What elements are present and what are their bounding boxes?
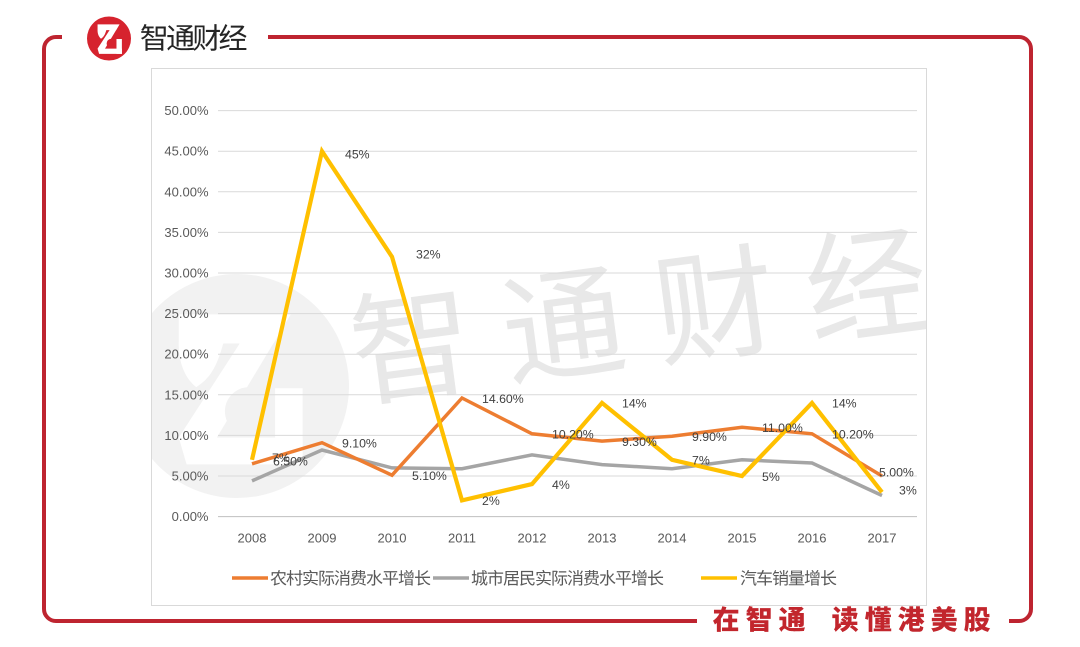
svg-text:32%: 32% [416,248,441,262]
svg-text:10.20%: 10.20% [832,428,874,442]
svg-text:2016: 2016 [798,531,827,546]
svg-text:14.60%: 14.60% [482,392,524,406]
svg-text:9.90%: 9.90% [692,430,727,444]
svg-text:2017: 2017 [868,531,897,546]
svg-text:7%: 7% [272,451,290,465]
svg-text:2013: 2013 [588,531,617,546]
svg-text:10.00%: 10.00% [164,428,209,443]
svg-text:2%: 2% [482,494,500,508]
svg-text:9.10%: 9.10% [342,437,377,451]
svg-text:14%: 14% [622,397,647,411]
svg-text:9.30%: 9.30% [622,435,657,449]
svg-text:2011: 2011 [448,531,476,546]
svg-text:50.00%: 50.00% [164,103,209,118]
svg-text:2012: 2012 [518,531,547,546]
svg-text:40.00%: 40.00% [164,184,209,199]
svg-text:2015: 2015 [728,531,757,546]
svg-text:2008: 2008 [238,531,267,546]
svg-text:5.00%: 5.00% [172,469,209,484]
svg-text:5.10%: 5.10% [412,469,447,483]
svg-text:15.00%: 15.00% [164,387,209,402]
svg-text:3%: 3% [899,484,917,498]
svg-text:35.00%: 35.00% [164,225,209,240]
svg-text:2009: 2009 [308,531,337,546]
svg-text:7%: 7% [692,454,710,468]
svg-text:30.00%: 30.00% [164,266,209,281]
svg-text:5%: 5% [762,470,780,484]
svg-text:11.00%: 11.00% [762,421,803,435]
svg-text:14%: 14% [832,397,857,411]
svg-text:45.00%: 45.00% [164,144,209,159]
svg-text:2014: 2014 [658,531,687,546]
svg-text:0.00%: 0.00% [172,509,209,524]
svg-text:2010: 2010 [378,531,407,546]
svg-text:6.50%: 6.50% [273,455,308,469]
svg-text:45%: 45% [345,148,370,162]
svg-text:25.00%: 25.00% [164,306,209,321]
svg-text:5.00%: 5.00% [879,466,914,480]
svg-text:4%: 4% [552,478,570,492]
svg-text:20.00%: 20.00% [164,347,209,362]
svg-text:10.20%: 10.20% [552,428,594,442]
